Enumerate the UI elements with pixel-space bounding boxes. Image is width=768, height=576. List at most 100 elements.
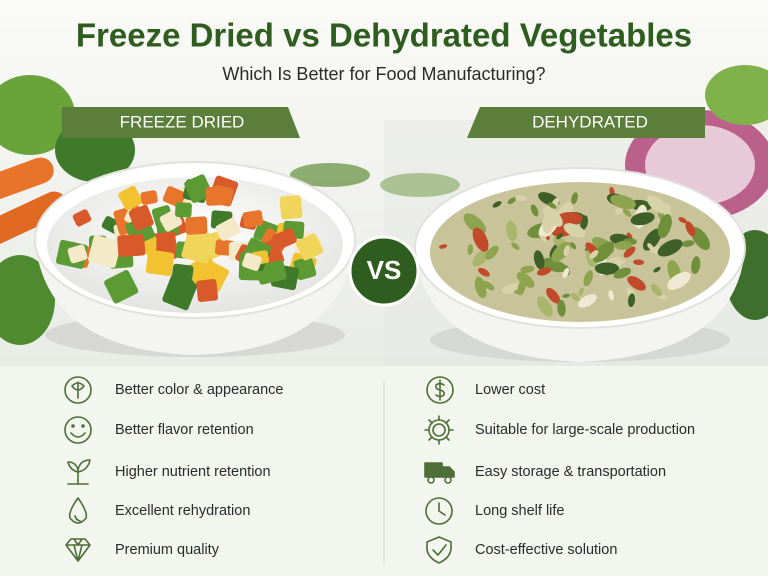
- feature-text: Higher nutrient retention: [115, 464, 271, 480]
- feature-lists: Better color & appearance Better flavor r…: [115, 382, 695, 558]
- left-icons: [64, 376, 92, 562]
- piece: [608, 290, 614, 301]
- piece: [184, 174, 213, 203]
- piece: [610, 194, 636, 210]
- feature-text: Cost-effective solution: [475, 542, 617, 558]
- piece: [215, 217, 241, 241]
- piece: [88, 235, 122, 268]
- piece: [117, 233, 146, 258]
- left-banner: [62, 107, 300, 138]
- piece: [271, 228, 297, 250]
- vs-badge: [348, 235, 420, 307]
- subtitle: Which Is Better for Food Manufacturing?: [222, 64, 545, 84]
- piece: [185, 216, 208, 235]
- piece: [511, 242, 520, 250]
- vs-text: VS: [367, 255, 402, 285]
- feature-text: Long shelf life: [475, 503, 564, 519]
- piece: [181, 228, 215, 264]
- piece: [594, 262, 620, 275]
- piece: [681, 240, 695, 247]
- piece: [196, 279, 219, 303]
- piece: [118, 185, 143, 211]
- piece: [516, 272, 535, 288]
- piece: [539, 235, 548, 243]
- piece: [104, 270, 139, 304]
- piece: [678, 217, 687, 224]
- piece: [614, 241, 633, 250]
- piece: [653, 266, 661, 273]
- feature-text: Easy storage & transportation: [475, 464, 666, 480]
- piece: [657, 214, 672, 239]
- piece: [627, 276, 646, 291]
- left-label: FREEZE DRIED: [120, 112, 245, 131]
- feature-text: Premium quality: [115, 542, 220, 558]
- right-icons: [424, 376, 455, 564]
- freeze-dried-vegetables: [55, 174, 324, 311]
- piece: [293, 256, 317, 281]
- piece: [438, 244, 448, 249]
- piece: [646, 195, 667, 214]
- piece: [628, 293, 636, 308]
- piece: [530, 204, 539, 217]
- feature-text: Better flavor retention: [115, 422, 254, 438]
- piece: [506, 220, 517, 242]
- piece: [472, 227, 489, 252]
- right-label: DEHYDRATED: [532, 112, 648, 131]
- piece: [657, 239, 683, 257]
- piece: [140, 190, 158, 205]
- piece: [533, 250, 545, 270]
- piece: [162, 186, 186, 208]
- piece: [562, 267, 570, 278]
- piece: [563, 245, 570, 257]
- piece: [563, 223, 586, 238]
- piece: [647, 243, 655, 251]
- piece: [613, 267, 631, 279]
- feature-text: Excellent rehydration: [115, 503, 250, 519]
- piece: [186, 254, 218, 284]
- piece: [295, 233, 324, 261]
- piece: [556, 233, 563, 240]
- piece: [463, 213, 487, 235]
- piece: [630, 212, 655, 226]
- piece: [650, 284, 663, 297]
- piece: [589, 250, 599, 260]
- piece: [205, 186, 226, 206]
- piece: [562, 293, 571, 298]
- piece: [578, 287, 585, 297]
- piece: [691, 256, 701, 275]
- piece: [242, 210, 264, 228]
- piece: [515, 195, 527, 202]
- piece: [467, 244, 474, 256]
- piece: [622, 208, 632, 217]
- piece: [557, 299, 566, 317]
- piece: [472, 249, 489, 267]
- piece: [548, 202, 557, 209]
- piece: [570, 242, 577, 250]
- right-banner: [467, 107, 705, 138]
- piece: [667, 271, 691, 290]
- title: Freeze Dried vs Dehydrated Vegetables: [76, 17, 692, 54]
- piece: [542, 209, 556, 234]
- piece: [175, 202, 192, 218]
- feature-text: Lower cost: [475, 382, 545, 398]
- piece: [536, 296, 553, 317]
- piece: [242, 252, 262, 271]
- piece: [571, 192, 578, 205]
- feature-text: Suitable for large-scale production: [475, 422, 695, 438]
- feature-text: Better color & appearance: [115, 382, 283, 398]
- piece: [67, 244, 88, 264]
- piece: [583, 270, 593, 287]
- dehydrated-vegetables: [438, 186, 710, 317]
- piece: [691, 227, 710, 251]
- piece: [546, 287, 561, 304]
- piece: [623, 246, 636, 258]
- piece: [72, 209, 92, 227]
- piece: [592, 241, 615, 263]
- piece: [577, 294, 597, 308]
- piece: [162, 273, 198, 311]
- piece: [482, 281, 495, 291]
- piece: [128, 204, 154, 231]
- piece: [485, 245, 499, 260]
- piece: [492, 201, 502, 208]
